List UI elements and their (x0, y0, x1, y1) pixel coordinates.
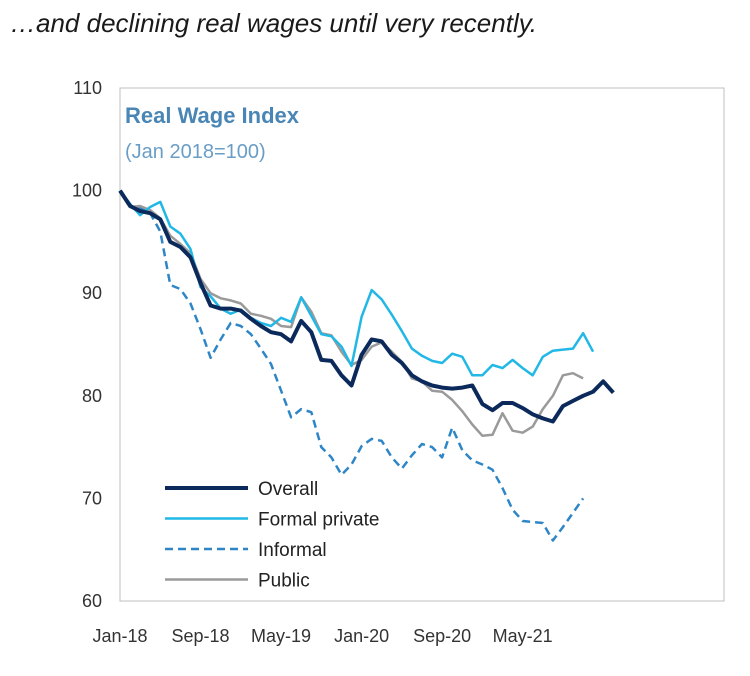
legend-label-overall: Overall (258, 479, 318, 500)
x-axis: Jan-18 Sep-18 May-19 Jan-20 Sep-20 May-21 (92, 626, 552, 646)
page-heading: …and declining real wages until very rec… (10, 8, 538, 38)
y-tick-label: 90 (82, 283, 102, 303)
x-tick-label: May-19 (251, 626, 311, 646)
chart-subtitle: (Jan 2018=100) (125, 141, 266, 163)
series-line-public (118, 189, 584, 438)
x-tick-label: Jan-18 (92, 626, 147, 646)
y-axis: 60 70 80 90 100 110 (72, 78, 102, 611)
series-lines (118, 189, 615, 542)
y-tick-label: 100 (72, 181, 102, 201)
series-line-formal-private (119, 189, 595, 377)
x-tick-label: Sep-18 (172, 626, 230, 646)
y-tick-label: 110 (73, 78, 102, 98)
legend-label-informal: Informal (258, 540, 327, 561)
legend: Overall Formal private Informal Public (165, 479, 379, 592)
chart-title: Real Wage Index (125, 103, 300, 128)
legend-label-formal-private: Formal private (258, 510, 379, 531)
y-tick-label: 60 (82, 591, 102, 611)
plot-frame (119, 87, 725, 602)
y-tick-label: 80 (82, 386, 102, 406)
x-tick-label: Sep-20 (413, 626, 471, 646)
x-tick-label: May-21 (493, 626, 553, 646)
x-tick-label: Jan-20 (334, 626, 389, 646)
legend-label-public: Public (258, 571, 310, 592)
y-tick-label: 70 (82, 488, 102, 508)
series-line-overall (118, 189, 615, 424)
series-line-informal (118, 189, 585, 542)
